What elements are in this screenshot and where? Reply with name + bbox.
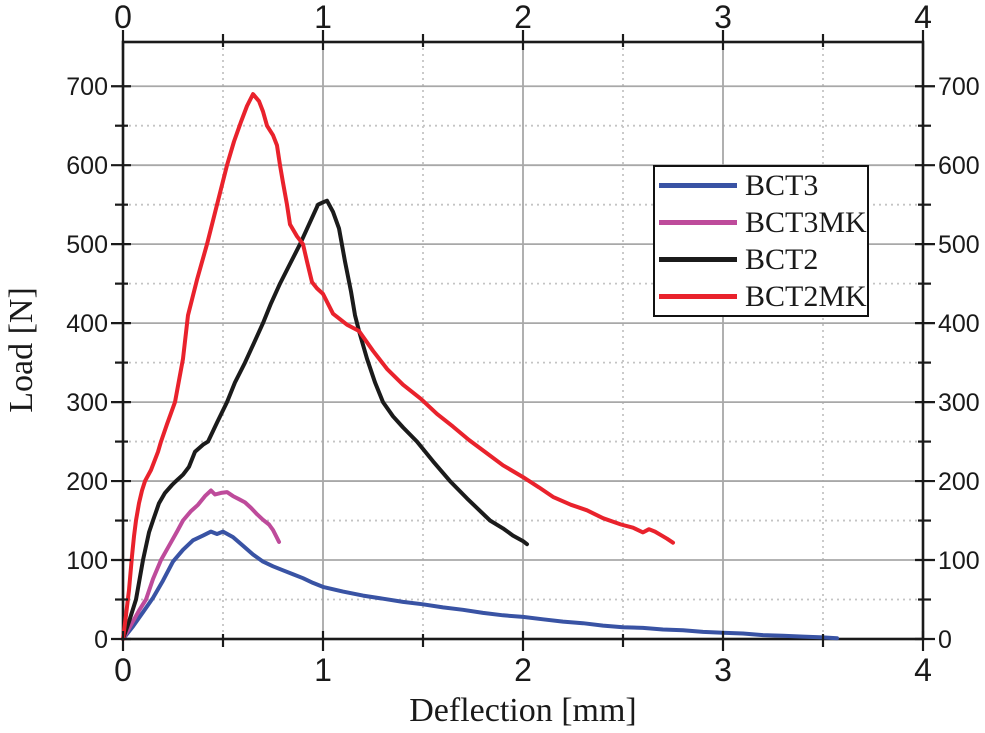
svg-text:0: 0 bbox=[114, 652, 132, 688]
svg-text:700: 700 bbox=[938, 73, 980, 101]
legend-item-label: BCT3 bbox=[745, 168, 819, 202]
legend-line-swatch bbox=[659, 294, 737, 299]
legend-item: BCT2 bbox=[655, 241, 867, 278]
svg-text:100: 100 bbox=[938, 547, 980, 575]
svg-text:1: 1 bbox=[314, 652, 332, 688]
svg-text:0: 0 bbox=[938, 626, 952, 654]
svg-text:3: 3 bbox=[714, 0, 732, 35]
legend-item-label: BCT2MK bbox=[745, 279, 867, 313]
svg-text:3: 3 bbox=[714, 652, 732, 688]
svg-text:200: 200 bbox=[938, 468, 980, 496]
svg-text:200: 200 bbox=[66, 468, 108, 496]
svg-text:400: 400 bbox=[938, 310, 980, 338]
svg-text:400: 400 bbox=[66, 310, 108, 338]
svg-text:500: 500 bbox=[66, 231, 108, 259]
x-axis-title: Deflection [mm] bbox=[409, 692, 637, 729]
svg-text:4: 4 bbox=[914, 652, 932, 688]
legend-item-label: BCT2 bbox=[745, 242, 819, 276]
legend: BCT3 BCT3MK BCT2 BCT2MK bbox=[653, 165, 869, 317]
legend-item-label: BCT3MK bbox=[745, 205, 867, 239]
svg-text:2: 2 bbox=[514, 0, 532, 35]
svg-text:1: 1 bbox=[314, 0, 332, 35]
legend-line-swatch bbox=[659, 220, 737, 225]
svg-text:2: 2 bbox=[514, 652, 532, 688]
svg-text:300: 300 bbox=[938, 389, 980, 417]
svg-text:500: 500 bbox=[938, 231, 980, 259]
svg-text:0: 0 bbox=[94, 626, 108, 654]
svg-text:600: 600 bbox=[938, 152, 980, 180]
svg-text:700: 700 bbox=[66, 73, 108, 101]
svg-text:0: 0 bbox=[114, 0, 132, 35]
legend-line-swatch bbox=[659, 257, 737, 262]
legend-item: BCT3MK bbox=[655, 204, 867, 241]
svg-text:4: 4 bbox=[914, 0, 932, 35]
y-axis-title: Load [N] bbox=[3, 287, 40, 413]
svg-text:300: 300 bbox=[66, 389, 108, 417]
legend-line-swatch bbox=[659, 183, 737, 188]
legend-item: BCT2MK bbox=[655, 278, 867, 315]
svg-text:100: 100 bbox=[66, 547, 108, 575]
legend-item: BCT3 bbox=[655, 167, 867, 204]
svg-text:600: 600 bbox=[66, 152, 108, 180]
